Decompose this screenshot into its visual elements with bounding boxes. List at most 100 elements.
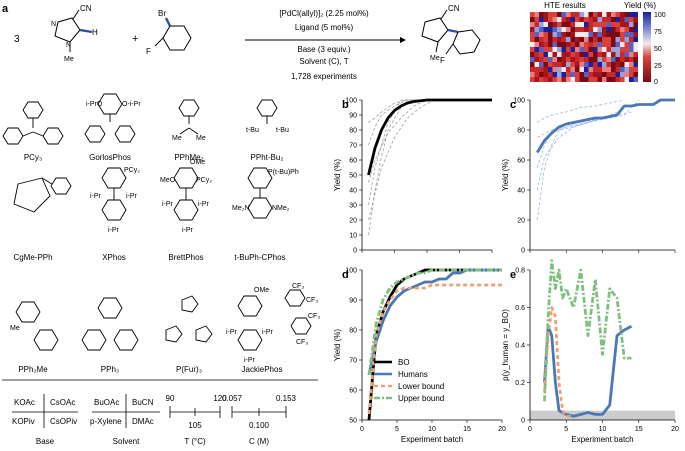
run-line: [368, 99, 492, 123]
heatmap-cell: [575, 77, 580, 82]
heatmap-cell: [561, 32, 566, 37]
heatmap-cell: [584, 12, 589, 17]
hte-heatmap: HTE results Yield (%) 100 75 50 25 0: [530, 1, 666, 86]
hydrogen-label: H: [92, 28, 98, 37]
heatmap-cell: [597, 67, 602, 72]
heatmap-cell: [570, 27, 575, 32]
heatmap-cell: [624, 42, 629, 47]
label-cf3-2: CF₃: [306, 297, 318, 304]
heatmap-cell: [534, 62, 539, 67]
label-pcy2-b: PCy₂: [196, 177, 212, 184]
heatmap-cell: [579, 22, 584, 27]
y-tick-label: 0: [521, 418, 525, 425]
heatmap-cell: [539, 57, 544, 62]
heatmap-cell: [597, 22, 602, 27]
heatmap-cell: [552, 57, 557, 62]
heatmap-cell: [629, 52, 634, 57]
heatmap-cell: [557, 57, 562, 62]
heatmap-cell: [539, 32, 544, 37]
heatmap-cell: [584, 77, 589, 82]
heatmap-cell: [602, 42, 607, 47]
product-methyl: Me: [430, 55, 440, 62]
heatmap-cell: [593, 72, 598, 77]
heatmap-cell: [530, 77, 535, 82]
heatmap-cell: [575, 27, 580, 32]
heatmap-cell: [557, 52, 562, 57]
heatmap-cell: [530, 37, 535, 42]
solvent-text: Solvent (C), T: [299, 57, 348, 66]
label-ipr-b2: i-Pr: [198, 201, 210, 208]
heatmap-cell: [615, 27, 620, 32]
ligand-name-1: PCy₃: [24, 153, 42, 162]
heatmap-cell: [624, 32, 629, 37]
label-ptbuph: P(t-Bu)Ph: [268, 169, 299, 176]
heatmap-cell: [570, 12, 575, 17]
series-line-mean: [367, 98, 492, 176]
ligand-name-12: JackiePhos: [242, 365, 283, 374]
label-ipr-x1: i-Pr: [90, 193, 102, 200]
x-tick-label: 15: [635, 426, 643, 433]
heatmap-cell: [611, 32, 616, 37]
base-csoac: CsOAc: [50, 398, 75, 407]
heatmap-cell: [579, 12, 584, 17]
heatmap-cell: [579, 37, 584, 42]
heatmap-cell: [615, 47, 620, 52]
panel-letter-a: a: [2, 3, 9, 15]
bromine-label: Br: [158, 9, 166, 18]
heatmap-cell: [552, 47, 557, 52]
run-line: [537, 99, 625, 123]
heatmap-cell: [530, 62, 535, 67]
heatmap-cell: [629, 27, 634, 32]
y-tick-label: 80: [349, 328, 357, 335]
heatmap-cell: [539, 27, 544, 32]
y-tick-label: 100: [345, 98, 357, 105]
heatmap-cell: [575, 17, 580, 22]
heatmap-cell: [543, 22, 548, 27]
heatmap-cell: [597, 62, 602, 67]
heatmap-cell: [552, 22, 557, 27]
heatmap-cell: [570, 42, 575, 47]
heatmap-cell: [552, 37, 557, 42]
gorlosphos-structure: [84, 93, 136, 143]
heatmap-cell: [629, 22, 634, 27]
heatmap-cell: [561, 42, 566, 47]
heatmap-cell: [534, 57, 539, 62]
heatmap-cell: [534, 17, 539, 22]
heatmap-cell: [611, 52, 616, 57]
plus-sign: +: [132, 33, 138, 45]
heatmap-cell: [593, 77, 598, 82]
ligand-name-6: XPhos: [102, 253, 126, 262]
heatmap-cell: [615, 57, 620, 62]
pph3-structure: [81, 297, 139, 351]
cbar-tick-50: 50: [654, 46, 662, 53]
heatmap-cell: [543, 32, 548, 37]
label-ipr-b3: i-Pr: [182, 227, 194, 234]
heatmap-cell: [588, 67, 593, 72]
heatmap-cell: [606, 22, 611, 27]
ligand-name-8: t-BuPh-CPhos: [234, 253, 285, 262]
heatmap-cell: [570, 17, 575, 22]
heatmap-cell: [602, 67, 607, 72]
heatmap-cell: [561, 57, 566, 62]
heatmap-cell: [539, 72, 544, 77]
heatmap-cell: [633, 62, 638, 67]
solvent-bucn: BuCN: [132, 398, 154, 407]
heatmap-cell: [615, 17, 620, 22]
heatmap-cell: [615, 37, 620, 42]
heatmap-cell: [534, 37, 539, 42]
heatmap-cell: [530, 72, 535, 77]
legend-humans: Humans: [398, 370, 428, 379]
heatmap-cell: [606, 17, 611, 22]
heatmap-cell: [629, 62, 634, 67]
heatmap-cell: [548, 27, 553, 32]
heatmap-cell: [552, 12, 557, 17]
heatmap-cell: [566, 62, 571, 67]
heatmap-cell: [615, 22, 620, 27]
run-line: [536, 111, 632, 221]
heatmap-cell: [548, 72, 553, 77]
label-ipr-b1: i-Pr: [162, 201, 174, 208]
heatmap-cell: [611, 42, 616, 47]
heatmap-cell: [597, 27, 602, 32]
heatmap-cell: [606, 37, 611, 42]
